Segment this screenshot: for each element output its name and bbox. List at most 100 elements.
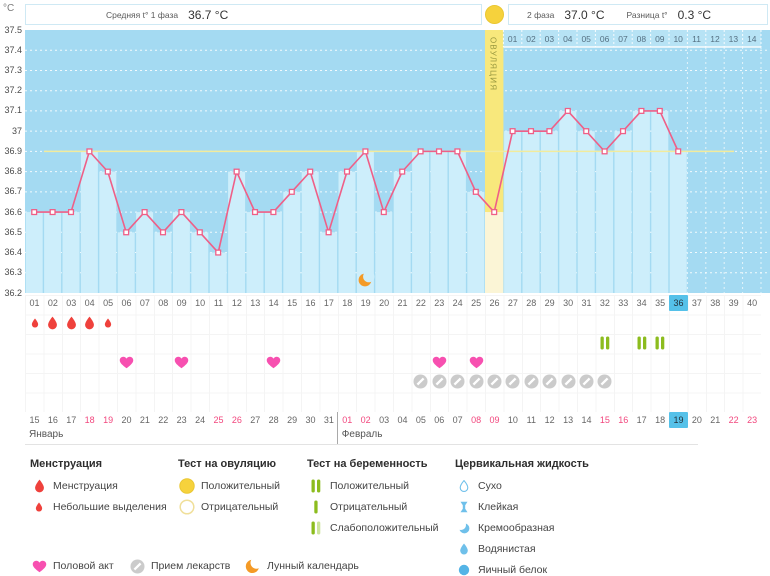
- date-cell[interactable]: 21: [139, 415, 150, 425]
- date-cell[interactable]: 22: [158, 415, 169, 425]
- date-cell[interactable]: 18: [84, 415, 95, 425]
- cycle-day-cell[interactable]: 24: [452, 298, 463, 308]
- date-cell[interactable]: 19: [669, 412, 688, 428]
- svg-text:12: 12: [710, 34, 720, 44]
- date-cell[interactable]: 23: [747, 415, 758, 425]
- cycle-day-cell[interactable]: 11: [213, 298, 224, 308]
- date-cell[interactable]: 08: [471, 415, 482, 425]
- cycle-day-cell[interactable]: 40: [747, 298, 758, 308]
- date-cell[interactable]: 12: [544, 415, 555, 425]
- date-cell[interactable]: 17: [636, 415, 647, 425]
- cycle-day-cell[interactable]: 20: [379, 298, 390, 308]
- date-cell[interactable]: 16: [47, 415, 58, 425]
- date-cell[interactable]: 13: [563, 415, 574, 425]
- date-cell[interactable]: 19: [103, 415, 114, 425]
- cycle-day-cell[interactable]: 34: [636, 298, 647, 308]
- cycle-day-cell[interactable]: 28: [526, 298, 537, 308]
- date-cell[interactable]: 15: [599, 415, 610, 425]
- date-cell[interactable]: 24: [195, 415, 206, 425]
- cycle-day-cell[interactable]: 16: [305, 298, 316, 308]
- cycle-day-cell[interactable]: 04: [84, 298, 95, 308]
- date-cell[interactable]: 15: [29, 415, 40, 425]
- svg-text:06: 06: [600, 34, 610, 44]
- cycle-day-cell[interactable]: 13: [250, 298, 261, 308]
- date-cell[interactable]: 25: [213, 415, 224, 425]
- date-cell[interactable]: 17: [66, 415, 77, 425]
- cycle-day-cell[interactable]: 06: [121, 298, 132, 308]
- cycle-day-cell[interactable]: 19: [360, 298, 371, 308]
- cycle-day-cell[interactable]: 17: [323, 298, 334, 308]
- legend-item: Прием лекарств: [128, 556, 230, 576]
- pill-icon: [577, 372, 596, 391]
- cycle-day-cell[interactable]: 33: [618, 298, 629, 308]
- date-cell[interactable]: 02: [360, 415, 371, 425]
- temperature-chart[interactable]: 01 02 03 04 05 06 07 08 09 10 11 12 13 14 ОВУЛЯЦИЯ: [0, 30, 770, 293]
- date-cell[interactable]: 31: [323, 415, 334, 425]
- date-cell[interactable]: 05: [415, 415, 426, 425]
- legend-item-label: Сухо: [478, 479, 502, 492]
- y-axis-unit: °C: [3, 3, 15, 14]
- svg-text:02: 02: [526, 34, 536, 44]
- cycle-day-cell[interactable]: 23: [434, 298, 445, 308]
- cycle-day-cell[interactable]: 29: [544, 298, 555, 308]
- cycle-day-cell[interactable]: 26: [489, 298, 500, 308]
- cycle-day-cell[interactable]: 07: [139, 298, 150, 308]
- y-tick: 36.9: [4, 145, 22, 156]
- cycle-day-cell[interactable]: 27: [507, 298, 518, 308]
- date-cell[interactable]: 14: [581, 415, 592, 425]
- cycle-day-cell[interactable]: 25: [471, 298, 482, 308]
- cycle-day-cell[interactable]: 03: [66, 298, 77, 308]
- cycle-day-cell[interactable]: 39: [728, 298, 739, 308]
- circle-outline-icon: [178, 498, 196, 515]
- date-cell[interactable]: 30: [305, 415, 316, 425]
- cycle-day-cell[interactable]: 36: [669, 295, 688, 311]
- cycle-day-cell[interactable]: 15: [287, 298, 298, 308]
- cycle-day-cell[interactable]: 21: [397, 298, 408, 308]
- date-cell[interactable]: 29: [287, 415, 298, 425]
- date-cell[interactable]: 11: [526, 415, 536, 425]
- cycle-day-cell[interactable]: 35: [655, 298, 666, 308]
- date-cell[interactable]: 04: [397, 415, 408, 425]
- moon-icon: [358, 270, 375, 287]
- date-cell[interactable]: 22: [728, 415, 739, 425]
- legend-item-label: Небольшие выделения: [53, 500, 167, 513]
- drop-large-icon: [30, 479, 48, 493]
- y-tick: 37.4: [4, 44, 22, 55]
- date-cell[interactable]: 21: [710, 415, 721, 425]
- cycle-day-cell[interactable]: 12: [231, 298, 242, 308]
- cycle-day-cell[interactable]: 37: [691, 298, 702, 308]
- cycle-day-cell[interactable]: 08: [158, 298, 169, 308]
- legend-item-label: Водянистая: [478, 542, 536, 555]
- date-cell[interactable]: 06: [434, 415, 445, 425]
- date-cell[interactable]: 18: [655, 415, 666, 425]
- date-cell[interactable]: 10: [507, 415, 518, 425]
- cycle-day-cell[interactable]: 22: [415, 298, 426, 308]
- date-cell[interactable]: 16: [618, 415, 629, 425]
- cycle-day-cell[interactable]: 10: [195, 298, 206, 308]
- date-cell[interactable]: 09: [489, 415, 500, 425]
- drop-icon: [80, 313, 99, 332]
- cycle-day-cell[interactable]: 09: [176, 298, 187, 308]
- y-tick: 37.1: [4, 105, 22, 116]
- date-cell[interactable]: 03: [379, 415, 390, 425]
- date-cell[interactable]: 01: [342, 415, 353, 425]
- date-cell[interactable]: 07: [452, 415, 463, 425]
- cycle-day-cell[interactable]: 02: [47, 298, 58, 308]
- date-cell[interactable]: 20: [691, 415, 702, 425]
- cycle-day-cell[interactable]: 05: [103, 298, 114, 308]
- date-cell[interactable]: 28: [268, 415, 279, 425]
- date-cell[interactable]: 26: [231, 415, 242, 425]
- cycle-day-cell[interactable]: 01: [29, 298, 40, 308]
- cycle-day-cell[interactable]: 38: [710, 298, 721, 308]
- cycle-day-cell[interactable]: 14: [268, 298, 279, 308]
- cycle-day-cell[interactable]: 18: [342, 298, 353, 308]
- cycle-day-cell[interactable]: 30: [563, 298, 574, 308]
- legend-item-label: Клейкая: [478, 500, 519, 513]
- cycle-day-cell[interactable]: 32: [599, 298, 610, 308]
- date-cell[interactable]: 23: [176, 415, 187, 425]
- phase2-value: 37.0 °C: [564, 7, 605, 22]
- cycle-day-cell[interactable]: 31: [581, 298, 592, 308]
- date-cell[interactable]: 27: [250, 415, 261, 425]
- date-cell[interactable]: 20: [121, 415, 132, 425]
- svg-text:01: 01: [508, 34, 518, 44]
